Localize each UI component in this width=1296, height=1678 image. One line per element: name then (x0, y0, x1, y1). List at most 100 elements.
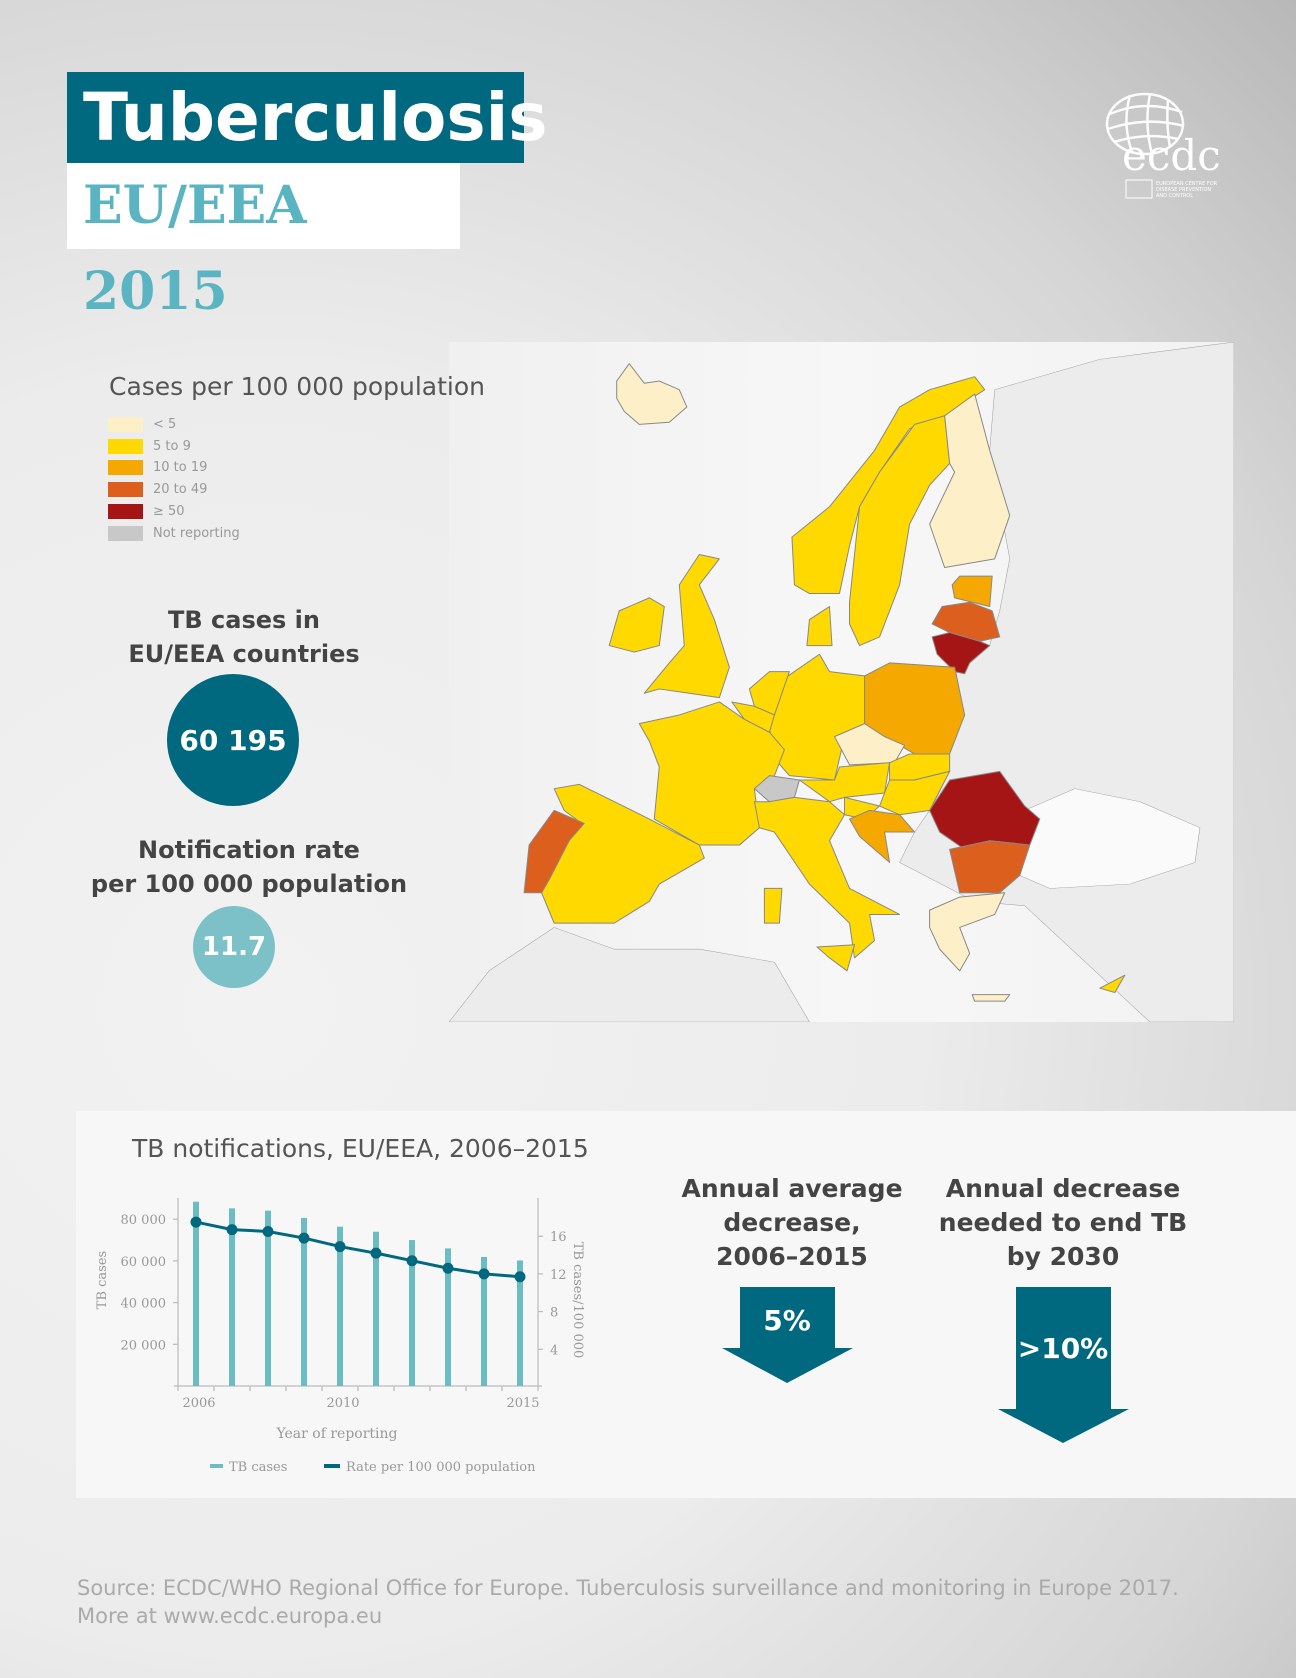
cases-circle: 60 195 (167, 674, 299, 806)
bar-tb-cases (481, 1256, 487, 1386)
country-cyprus (1100, 975, 1125, 992)
line-rate (195, 1220, 521, 1279)
country-lithuania (932, 633, 990, 674)
country-crete (972, 995, 1010, 1002)
y2-tick-label: 8 (550, 1306, 558, 1321)
country-switzerland (754, 776, 799, 802)
page-subtitle: EU/EEA 2015 (67, 163, 460, 322)
legend-label: 20 to 49 (153, 482, 208, 498)
label-line: 2006–2015 (716, 1242, 868, 1271)
country-bulgaria (950, 841, 1030, 893)
country-iceland (617, 364, 687, 425)
country-denmark (807, 607, 832, 646)
country-belgium (732, 702, 775, 732)
needed-decrease-label: Annual decrease needed to end TB by 2030 (923, 1172, 1203, 1274)
y-tick-label: 40 000 (121, 1297, 167, 1312)
legend-label: TB cases (229, 1460, 287, 1475)
point-rate (478, 1268, 490, 1280)
y2-tick-label: 16 (550, 1230, 567, 1245)
cases-label-line: EU/EEA countries (128, 640, 360, 668)
country-hungary (880, 771, 950, 814)
country-finland (930, 394, 1010, 567)
legend-swatch (108, 417, 143, 432)
legend-swatch-tb-cases (210, 1464, 223, 1468)
x-axis-label: Year of reporting (275, 1426, 397, 1442)
source-link[interactable]: More at www.ecdc.europa.eu (77, 1604, 383, 1628)
legend-item: ≥ 50 (108, 503, 185, 521)
rate-label-line: per 100 000 population (90, 870, 408, 898)
europe-map (449, 342, 1234, 1022)
point-rate (370, 1247, 382, 1259)
svg-text:ecdc: ecdc (1122, 131, 1221, 180)
x-tick-label: 2006 (182, 1396, 215, 1411)
label-line: Annual decrease (945, 1174, 1181, 1203)
rate-label-line: Notification rate (138, 836, 360, 864)
bar-tb-cases (193, 1201, 199, 1386)
legend-swatch (108, 460, 143, 476)
legend-item: 5 to 9 (108, 438, 191, 456)
y2-tick-label: 12 (550, 1268, 567, 1283)
legend-label: Rate per 100 000 population (346, 1460, 536, 1475)
svg-text:DISEASE PREVENTION: DISEASE PREVENTION (1156, 187, 1211, 193)
legend-item: < 5 (108, 416, 176, 434)
country-sardinia (764, 888, 782, 923)
label-line: decrease, (723, 1208, 861, 1237)
bar-tb-cases (229, 1208, 235, 1386)
y-axis-label: TB cases (95, 1251, 110, 1309)
bar-tb-cases (265, 1210, 271, 1386)
country-sweden (850, 416, 950, 646)
rate-label: Notification rate per 100 000 population (84, 833, 414, 901)
legend-label: < 5 (153, 417, 177, 432)
x-tick-label: 2015 (506, 1396, 539, 1411)
point-rate (298, 1232, 310, 1244)
y2-axis-label: TB cases/100 000 (570, 1242, 585, 1359)
legend-item: Not reporting (108, 525, 240, 543)
point-rate (442, 1262, 454, 1274)
legend-item: 20 to 49 (108, 481, 207, 499)
country-ireland (609, 598, 664, 652)
page-title: Tuberculosis (67, 72, 548, 163)
point-rate (406, 1255, 418, 1267)
legend-label: Not reporting (153, 525, 240, 541)
country-uk (644, 555, 729, 698)
legend-item: 10 to 19 (108, 459, 207, 477)
cases-label-line: TB cases in (168, 606, 320, 634)
legend-swatch (108, 438, 143, 454)
country-portugal (524, 810, 584, 892)
bar-tb-cases (301, 1217, 307, 1386)
label-line: by 2030 (1006, 1242, 1120, 1271)
legend-label: 10 to 19 (153, 460, 208, 476)
country-greece (930, 893, 1005, 971)
point-rate (190, 1216, 202, 1228)
globe-icon: ecdc EUROPEAN CENTRE FOR DISEASE PREVENT… (1105, 92, 1221, 199)
y-tick-label: 80 000 (121, 1213, 167, 1228)
map-legend-title: Cases per 100 000 population (109, 372, 485, 401)
rate-circle: 11.7 (193, 906, 275, 988)
needed-decrease-value: >10% (1017, 1332, 1109, 1365)
legend-swatch (108, 482, 143, 498)
x-tick-label: 2010 (326, 1396, 359, 1411)
point-rate (226, 1224, 238, 1236)
svg-text:AND CONTROL: AND CONTROL (1156, 193, 1193, 199)
country-netherlands (749, 672, 789, 715)
y2-tick-label: 4 (550, 1343, 558, 1358)
point-rate (514, 1271, 526, 1283)
ecdc-logo: ecdc EUROPEAN CENTRE FOR DISEASE PREVENT… (1100, 84, 1235, 206)
country-estonia (952, 576, 992, 606)
chart-title: TB notifications, EU/EEA, 2006–2015 (132, 1134, 589, 1163)
north-africa (449, 927, 810, 1022)
source-text: Source: ECDC/WHO Regional Office for Eur… (77, 1576, 1179, 1600)
bar-tb-cases (337, 1226, 343, 1386)
legend-label: ≥ 50 (153, 503, 185, 519)
point-rate (262, 1225, 274, 1237)
y-tick-label: 60 000 (121, 1255, 167, 1270)
avg-decrease-value: 5% (763, 1304, 811, 1337)
legend-label: 5 to 9 (153, 438, 191, 454)
country-italy (754, 797, 899, 957)
bar-tb-cases (517, 1260, 523, 1386)
avg-decrease-label: Annual average decrease, 2006–2015 (662, 1172, 922, 1274)
legend-swatch-rate (324, 1464, 340, 1468)
bar-tb-cases (409, 1240, 415, 1386)
country-sicily (817, 945, 855, 971)
